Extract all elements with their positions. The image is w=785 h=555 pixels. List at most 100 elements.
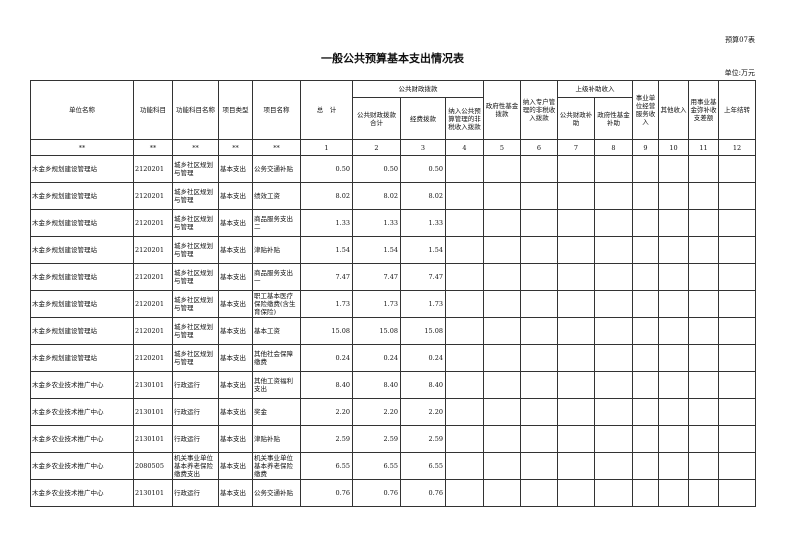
column-number: 8 bbox=[594, 139, 633, 156]
func-code-cell: 2120201 bbox=[133, 344, 173, 372]
func-code-cell: 2130101 bbox=[133, 479, 173, 507]
proj-type-cell: 基本支出 bbox=[218, 371, 253, 399]
empty-cell bbox=[718, 425, 756, 453]
func-name-cell: 城乡社区规划与管理 bbox=[172, 182, 219, 210]
header-pf-total: 公共财政拨款合计 bbox=[352, 97, 401, 140]
column-number: 7 bbox=[557, 139, 595, 156]
unit-name-cell: 木金乡规划建设管理站 bbox=[30, 317, 134, 345]
total-cell: 8.02 bbox=[300, 182, 353, 210]
total-cell: 0.50 bbox=[300, 155, 353, 183]
column-number: ** bbox=[133, 139, 173, 156]
column-number: 11 bbox=[688, 139, 719, 156]
func-code-cell: 2130101 bbox=[133, 425, 173, 453]
column-number: 5 bbox=[483, 139, 521, 156]
empty-cell bbox=[594, 371, 633, 399]
empty-cell bbox=[658, 236, 689, 264]
empty-cell bbox=[445, 344, 484, 372]
empty-cell bbox=[688, 452, 719, 480]
empty-cell bbox=[718, 263, 756, 291]
unit-name-cell: 木金乡规划建设管理站 bbox=[30, 182, 134, 210]
total-cell: 0.76 bbox=[300, 479, 353, 507]
proj-type-cell: 基本支出 bbox=[218, 452, 253, 480]
empty-cell bbox=[658, 263, 689, 291]
empty-cell bbox=[483, 371, 521, 399]
unit-name-cell: 木金乡规划建设管理站 bbox=[30, 344, 134, 372]
empty-cell bbox=[520, 155, 558, 183]
header-sup-gov: 政府性基金补助 bbox=[594, 97, 633, 140]
empty-cell bbox=[483, 344, 521, 372]
empty-cell bbox=[658, 479, 689, 507]
empty-cell bbox=[520, 425, 558, 453]
pf-funds-cell: 0.50 bbox=[400, 155, 446, 183]
proj-type-cell: 基本支出 bbox=[218, 263, 253, 291]
empty-cell bbox=[688, 263, 719, 291]
total-cell: 1.33 bbox=[300, 209, 353, 237]
pf-total-cell: 15.08 bbox=[352, 317, 401, 345]
empty-cell bbox=[688, 155, 719, 183]
header-business: 事业单位经营服务收入 bbox=[632, 80, 659, 140]
header-reserve: 用事业基金弥补收支差额 bbox=[688, 80, 719, 140]
empty-cell bbox=[557, 398, 595, 426]
empty-cell bbox=[718, 155, 756, 183]
empty-cell bbox=[632, 209, 659, 237]
func-code-cell: 2130101 bbox=[133, 371, 173, 399]
table-row: 木金乡农业技术推广中心 2130101 行政运行 基本支出 津贴补贴 2.59 2.59 2.… bbox=[30, 425, 756, 453]
proj-name-cell: 津贴补贴 bbox=[252, 425, 301, 453]
proj-name-cell: 职工基本医疗保险缴费(含生育保险) bbox=[252, 290, 301, 318]
column-number: ** bbox=[30, 139, 134, 156]
func-code-cell: 2120201 bbox=[133, 236, 173, 264]
empty-cell bbox=[557, 290, 595, 318]
proj-type-cell: 基本支出 bbox=[218, 479, 253, 507]
pf-total-cell: 6.55 bbox=[352, 452, 401, 480]
empty-cell bbox=[520, 263, 558, 291]
empty-cell bbox=[483, 398, 521, 426]
column-number: ** bbox=[172, 139, 219, 156]
func-name-cell: 行政运行 bbox=[172, 371, 219, 399]
table-row: 木金乡农业技术推广中心 2130101 行政运行 基本支出 奖金 2.20 2.20 2.20 bbox=[30, 398, 756, 426]
func-code-cell: 2120201 bbox=[133, 182, 173, 210]
column-number: ** bbox=[218, 139, 253, 156]
empty-cell bbox=[688, 317, 719, 345]
pf-funds-cell: 7.47 bbox=[400, 263, 446, 291]
column-number-row: ** ** ** ** ** 1 2 3 4 5 6 7 8 9 10 11 12 bbox=[30, 139, 756, 156]
empty-cell bbox=[483, 263, 521, 291]
empty-cell bbox=[594, 344, 633, 372]
empty-cell bbox=[483, 479, 521, 507]
empty-cell bbox=[483, 452, 521, 480]
form-number: 预算07表 bbox=[725, 36, 755, 44]
empty-cell bbox=[520, 479, 558, 507]
empty-cell bbox=[688, 236, 719, 264]
total-cell: 1.73 bbox=[300, 290, 353, 318]
header-carryover: 上年结转 bbox=[718, 80, 756, 140]
empty-cell bbox=[658, 371, 689, 399]
empty-cell bbox=[688, 182, 719, 210]
empty-cell bbox=[594, 182, 633, 210]
empty-cell bbox=[718, 344, 756, 372]
header-pf-nontax: 纳入公共预算管理的非税收入拨款 bbox=[445, 97, 484, 140]
empty-cell bbox=[688, 344, 719, 372]
total-cell: 8.40 bbox=[300, 371, 353, 399]
total-cell: 6.55 bbox=[300, 452, 353, 480]
empty-cell bbox=[632, 398, 659, 426]
table-row: 木金乡农业技术推广中心 2080505 机关事业单位基本养老保险缴费支出 基本支出 机关… bbox=[30, 452, 756, 480]
header-special-nontax: 纳入专户管理的非税收入拨款 bbox=[520, 80, 558, 140]
proj-name-cell: 商品服务支出二 bbox=[252, 209, 301, 237]
pf-funds-cell: 1.73 bbox=[400, 290, 446, 318]
header-proj-name: 项目名称 bbox=[252, 80, 301, 140]
table-row: 木金乡规划建设管理站 2120201 城乡社区规划与管理 基本支出 津贴补贴 1.54 1.… bbox=[30, 236, 756, 264]
func-code-cell: 2080505 bbox=[133, 452, 173, 480]
pf-total-cell: 8.40 bbox=[352, 371, 401, 399]
table-row: 木金乡农业技术推广中心 2130101 行政运行 基本支出 其他工资福利支出 8.40 8.… bbox=[30, 371, 756, 399]
empty-cell bbox=[658, 209, 689, 237]
pf-total-cell: 1.73 bbox=[352, 290, 401, 318]
empty-cell bbox=[718, 236, 756, 264]
empty-cell bbox=[718, 290, 756, 318]
empty-cell bbox=[594, 263, 633, 291]
empty-cell bbox=[445, 479, 484, 507]
total-cell: 1.54 bbox=[300, 236, 353, 264]
empty-cell bbox=[557, 479, 595, 507]
empty-cell bbox=[445, 236, 484, 264]
empty-cell bbox=[658, 182, 689, 210]
empty-cell bbox=[658, 452, 689, 480]
empty-cell bbox=[632, 452, 659, 480]
